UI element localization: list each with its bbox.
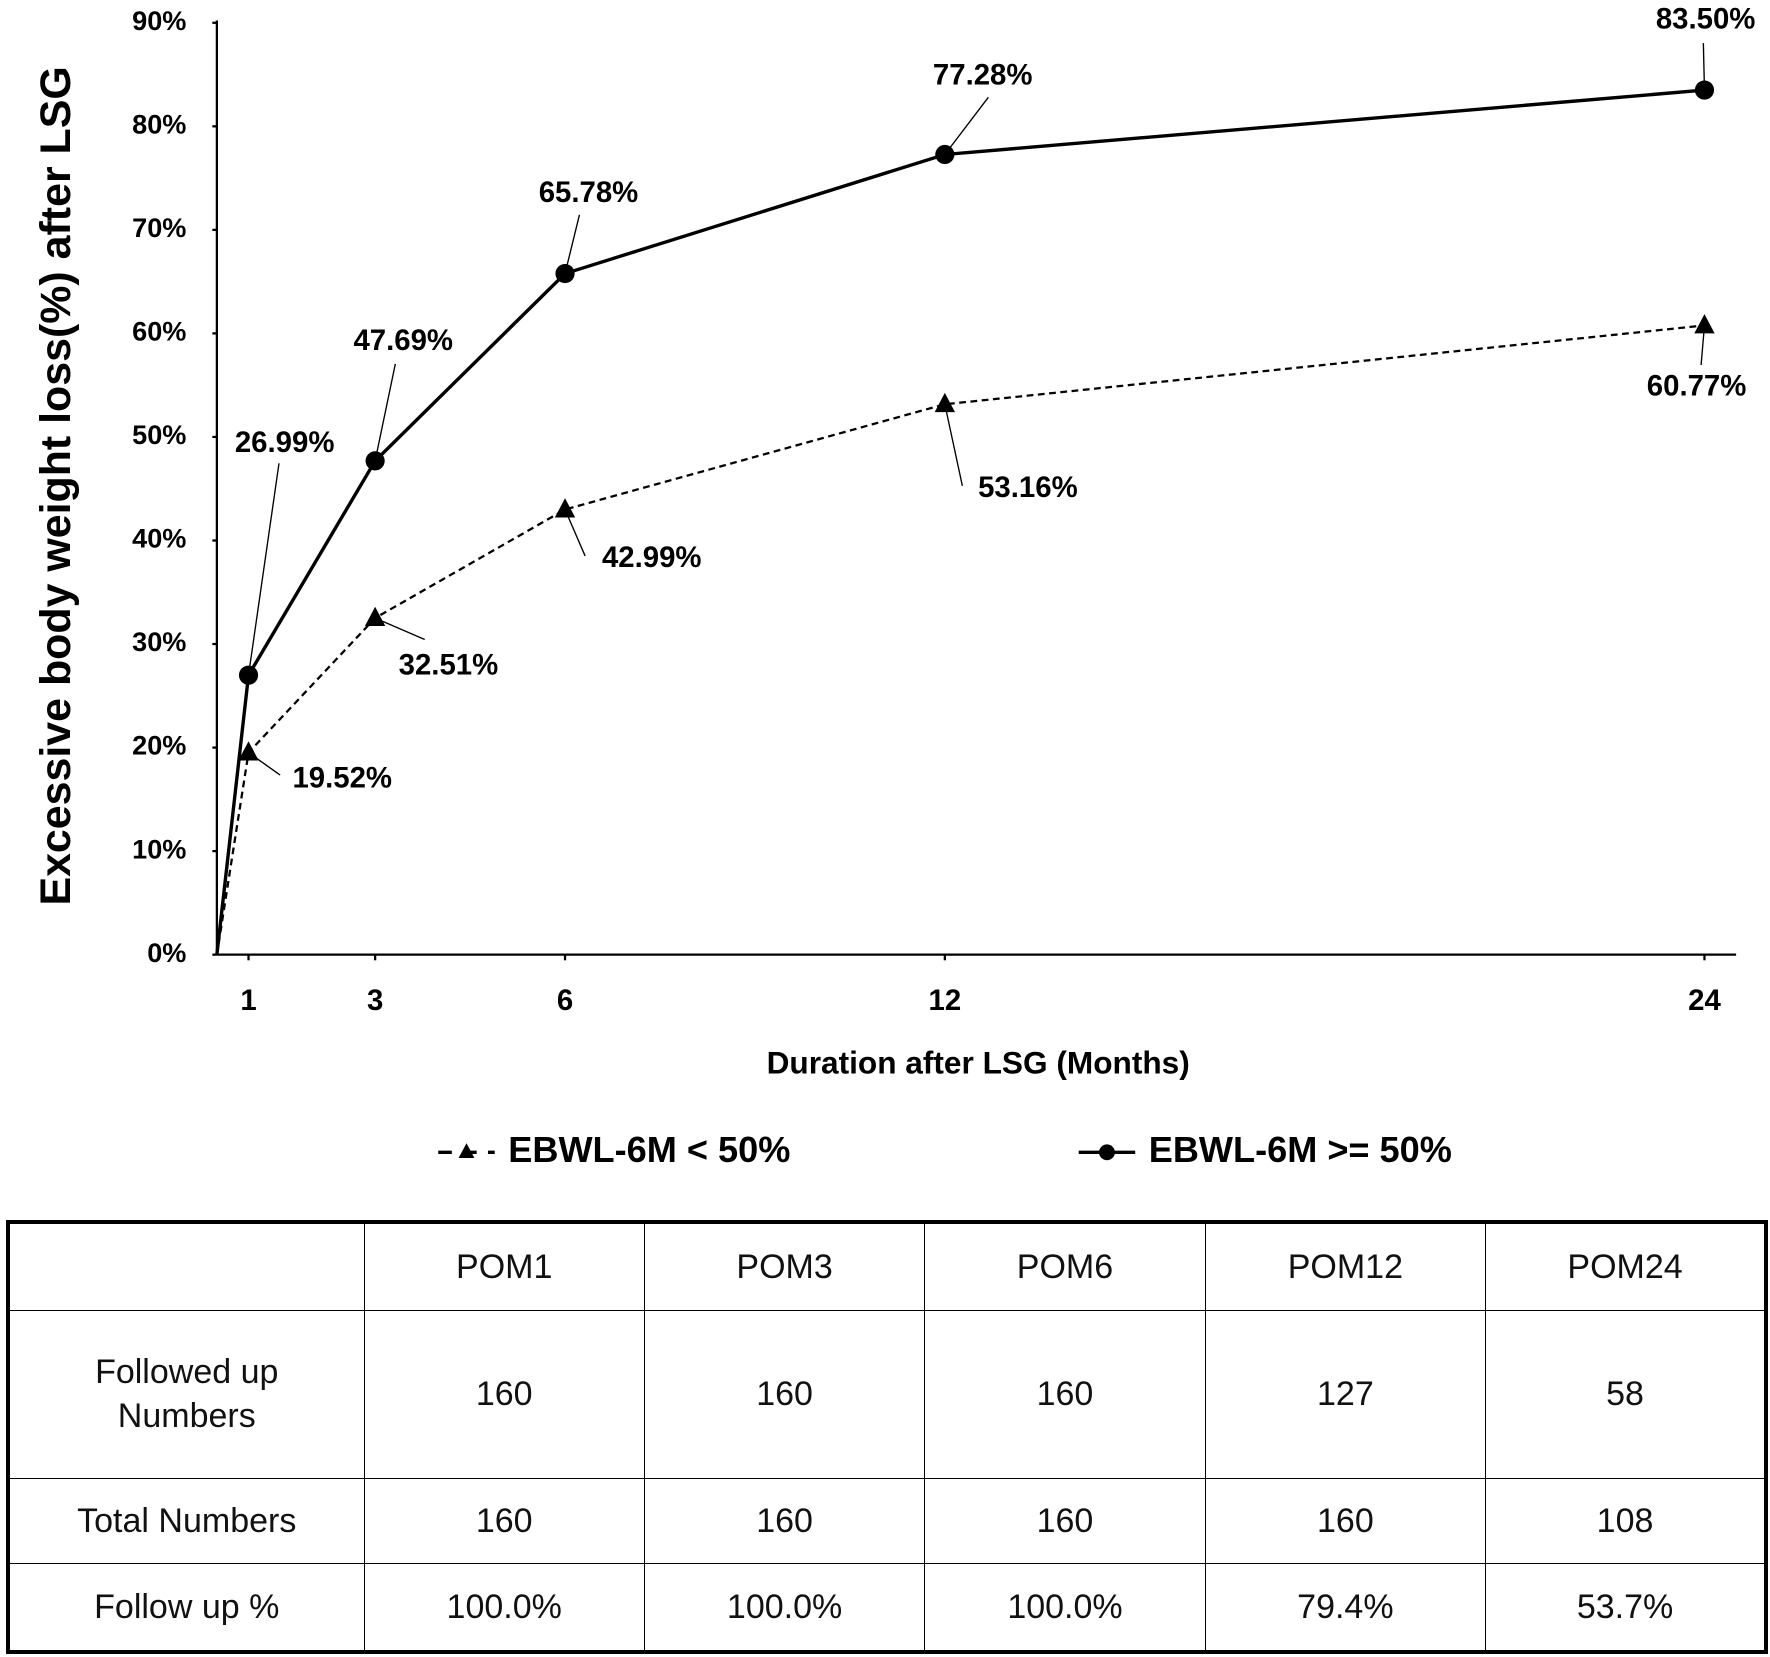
table-cell: 127 xyxy=(1204,1309,1487,1480)
leader-line xyxy=(564,509,586,557)
table-cell: 160 xyxy=(363,1309,645,1480)
x-tick-label: 12 xyxy=(929,984,962,1017)
data-label: 47.69% xyxy=(353,324,453,357)
table-row: Total Numbers 160 160 160 160 108 xyxy=(7,1478,1767,1565)
follow-up-table: POM1 POM3 POM6 POM12 POM24 Followed up Number… xyxy=(6,1220,1768,1654)
leader-line xyxy=(944,404,964,487)
leader-line xyxy=(564,214,581,274)
y-tick-label: 80% xyxy=(132,108,186,139)
table-cell: 100.0% xyxy=(363,1563,645,1653)
table-row: Followed up Numbers 160 160 160 127 58 xyxy=(7,1309,1767,1480)
y-tick-label: 30% xyxy=(132,626,186,657)
y-tick-label: 40% xyxy=(132,523,186,554)
table-cell: 108 xyxy=(1485,1478,1767,1565)
x-tick-label: 3 xyxy=(367,984,383,1017)
legend-label: EBWL-6M < 50% xyxy=(508,1129,790,1170)
table-cell: 160 xyxy=(924,1309,1206,1480)
row-label: Total Numbers xyxy=(7,1478,365,1565)
leader-line xyxy=(944,96,989,155)
legend-label: EBWL-6M >= 50% xyxy=(1149,1129,1452,1170)
y-tick-label: 20% xyxy=(132,730,186,761)
column-header: POM12 xyxy=(1204,1221,1487,1311)
series-line xyxy=(215,88,1705,955)
x-axis-label: Duration after LSG (Months) xyxy=(767,1045,1190,1081)
table-cell: 160 xyxy=(1204,1478,1487,1565)
leader-line xyxy=(374,363,397,462)
marker xyxy=(934,392,956,413)
table-cell: 160 xyxy=(643,1478,926,1565)
marker xyxy=(1694,314,1715,334)
leader-line xyxy=(1700,325,1706,366)
y-tick-label: 10% xyxy=(132,833,186,864)
table-row: Follow up % 100.0% 100.0% 100.0% 79.4% 53.7% xyxy=(7,1563,1767,1653)
leader-line xyxy=(1702,43,1706,91)
leader-line xyxy=(248,751,281,776)
data-label: 19.52% xyxy=(292,761,392,794)
marker xyxy=(554,498,576,518)
y-tick-label: 60% xyxy=(132,316,186,347)
x-tick-label: 1 xyxy=(240,984,256,1017)
data-label: 32.51% xyxy=(399,648,499,681)
table-cell: 100.0% xyxy=(924,1563,1206,1653)
table-cell: 53.7% xyxy=(1485,1563,1767,1653)
column-header: POM1 xyxy=(363,1221,645,1311)
table-cell: 100.0% xyxy=(643,1563,926,1653)
data-label: 26.99% xyxy=(235,426,335,459)
series-line xyxy=(215,324,1705,955)
x-tick-label: 6 xyxy=(557,984,573,1017)
data-label: 77.28% xyxy=(933,59,1033,92)
data-label: 83.50% xyxy=(1656,2,1756,35)
row-label: Followed up Numbers xyxy=(7,1309,365,1480)
data-label: 42.99% xyxy=(602,541,702,574)
column-header: POM6 xyxy=(924,1221,1206,1311)
data-label: 53.16% xyxy=(978,471,1078,504)
table-cell: 160 xyxy=(924,1478,1206,1565)
column-header: POM3 xyxy=(643,1221,926,1311)
column-header: POM24 xyxy=(1485,1221,1767,1311)
table-cell: 58 xyxy=(1485,1309,1767,1480)
y-tick-label: 90% xyxy=(132,5,186,36)
leader-line xyxy=(247,463,280,676)
marker xyxy=(365,451,385,471)
leader-line xyxy=(374,617,425,641)
x-tick-label: 24 xyxy=(1688,984,1721,1017)
table-cell: 79.4% xyxy=(1204,1563,1487,1653)
y-tick-label: 50% xyxy=(132,419,186,450)
table-cell: 160 xyxy=(363,1478,645,1565)
marker xyxy=(364,606,386,626)
row-label: Follow up % xyxy=(7,1563,365,1653)
chart: Duration after LSG (Months) Excessive bo… xyxy=(32,2,1756,1170)
legend-marker xyxy=(1099,1144,1115,1161)
header-row: POM1 POM3 POM6 POM12 POM24 xyxy=(7,1221,1767,1311)
table-cell: 160 xyxy=(643,1309,926,1480)
y-tick-label: 0% xyxy=(147,937,186,968)
legend-marker xyxy=(458,1143,475,1158)
y-axis-label: Excessive body weight loss(%) after LSG xyxy=(32,66,80,905)
data-label: 65.78% xyxy=(539,176,639,209)
corner-cell xyxy=(7,1221,365,1311)
data-label: 60.77% xyxy=(1647,369,1747,402)
y-tick-label: 70% xyxy=(132,212,186,243)
